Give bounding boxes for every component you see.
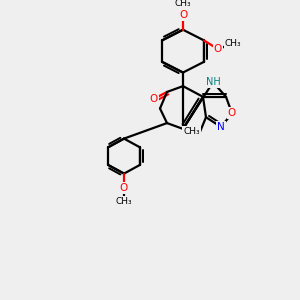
Text: O: O: [150, 94, 158, 104]
Text: N: N: [217, 122, 225, 132]
Text: O: O: [228, 108, 236, 118]
Text: CH₃: CH₃: [183, 127, 200, 136]
Text: CH₃: CH₃: [116, 197, 132, 206]
Text: O: O: [120, 183, 128, 193]
Text: NH: NH: [206, 77, 220, 87]
Text: O: O: [214, 44, 222, 54]
Text: CH₃: CH₃: [225, 39, 241, 48]
Text: O: O: [179, 10, 187, 20]
Text: CH₃: CH₃: [175, 0, 191, 8]
